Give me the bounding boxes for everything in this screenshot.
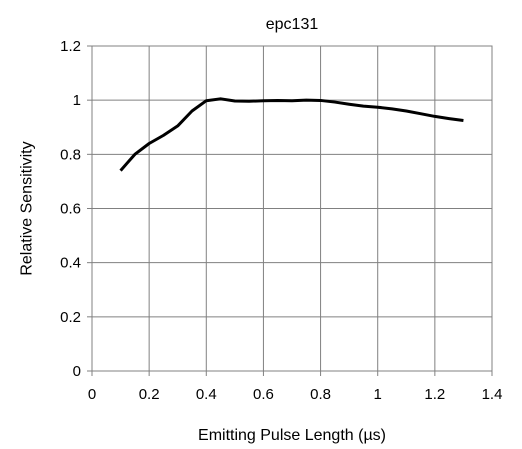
x-tick-label: 1.4 [482, 386, 503, 403]
x-tick-label: 0 [88, 386, 96, 403]
x-tick-label: 1.2 [424, 386, 445, 403]
y-tick-label: 1 [73, 92, 81, 109]
chart-title: epc131 [266, 16, 319, 33]
series-layer [119, 97, 464, 172]
x-axis-title: Emitting Pulse Length (µs) [198, 427, 386, 444]
y-axis-title: Relative Sensitivity [19, 141, 36, 275]
y-tick-label: 0 [73, 363, 81, 380]
x-tick-label: 1 [374, 386, 382, 403]
x-tick-label: 0.4 [196, 386, 217, 403]
plot-area-border [91, 45, 493, 372]
y-tick-label: 0.2 [60, 309, 81, 326]
x-tick-label: 0.8 [310, 386, 331, 403]
y-tick-label: 1.2 [60, 38, 81, 55]
grid [91, 45, 493, 372]
x-tick-label: 0.2 [139, 386, 160, 403]
y-tick-label: 0.6 [60, 201, 81, 218]
series-line [119, 97, 464, 172]
y-tick-label: 0.8 [60, 146, 81, 163]
axes: 0 0.2 0.4 0.6 0.8 1 1.2 1.4 0 0.2 0.4 0.6 0.8 1 1.2 [60, 38, 502, 403]
x-tick-label: 0.6 [253, 386, 274, 403]
labels: epc131 Emitting Pulse Length (µs) Relati… [19, 16, 386, 444]
y-tick-label: 0.4 [60, 255, 81, 272]
